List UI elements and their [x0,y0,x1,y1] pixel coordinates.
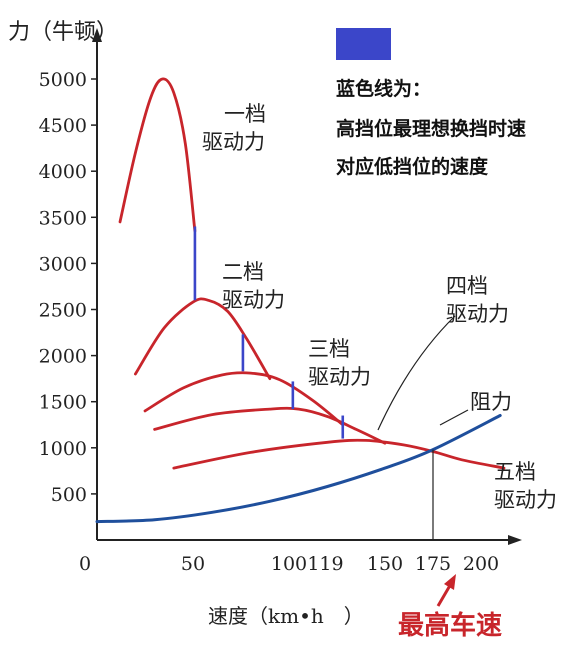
axes [92,28,522,545]
series-line-5 [172,438,506,470]
label-gear5: 五档 驱动力 [494,458,557,514]
x-tick-label: 200 [463,553,499,575]
x-tick-label: 150 [367,553,403,575]
max-speed-arrow-head [444,574,456,590]
label-gear3-line1: 三档 [308,337,350,361]
label-gear1-line2: 驱动力 [202,130,265,154]
x-axis-label: 速度（km•h ） [208,604,364,628]
series-group [95,77,506,524]
y-tick-label: 1500 [39,392,87,414]
leader-lines [377,315,469,607]
label-gear4: 四档 驱动力 [446,272,509,328]
shift-markers [193,226,434,540]
label-gear5-line1: 五档 [494,460,536,484]
x-tick-label: 175 [415,553,451,575]
y-axis-arrow [92,28,102,42]
label-gear1-line1: 一档 [224,102,266,126]
legend-swatch [336,28,391,60]
label-resistance-line1: 阻力 [470,390,512,414]
label-gear2-line2: 驱动力 [222,288,285,312]
legend-line-1: 蓝色线为： [336,78,432,100]
x-tick-label: 0 [79,553,91,575]
y-tick-label: 2000 [39,346,87,368]
y-tick-label: 3000 [39,253,87,275]
gear4-leader [377,315,456,431]
y-tick-label: 1000 [39,438,87,460]
max-speed-label: 最高车速 [398,611,503,641]
label-gear1: 一档 驱动力 [202,100,266,156]
x-tick-label: 100 [271,553,307,575]
y-tick-label: 4500 [39,115,87,137]
y-tick-label: 3500 [39,207,87,229]
label-gear2-line1: 二档 [222,260,264,284]
y-tick-label: 5000 [39,69,87,91]
series-line-2 [134,297,272,380]
x-axis-arrow [508,535,522,545]
label-gear4-line1: 四档 [446,274,488,298]
label-gear5-line2: 驱动力 [494,488,557,512]
legend-line-3: 对应低挡位的速度 [336,156,489,178]
resistance-leader [439,409,469,426]
y-axis-label: 力（牛顿） [8,20,119,45]
series-line-3 [143,371,345,427]
y-tick-label: 500 [51,484,87,506]
label-gear3: 三档 驱动力 [308,335,371,391]
label-resistance: 阻力 [470,388,512,416]
y-tick-label: 2500 [39,300,87,322]
legend-line-2: 高挡位最理想换挡时速 [336,118,527,140]
x-tick-label: 50 [181,553,205,575]
label-gear4-line2: 驱动力 [446,302,509,326]
series-line-1 [118,77,197,233]
series-line-6 [95,414,502,524]
series-line-4 [153,406,387,445]
label-gear3-line2: 驱动力 [308,365,371,389]
ticks: 500 1000 1500 2000 2500 3000 3500 4000 4500 5000 0… [39,69,499,575]
x-tick-label: 119 [307,553,343,575]
y-tick-label: 4000 [39,161,87,183]
label-gear2: 二档 驱动力 [222,258,285,314]
